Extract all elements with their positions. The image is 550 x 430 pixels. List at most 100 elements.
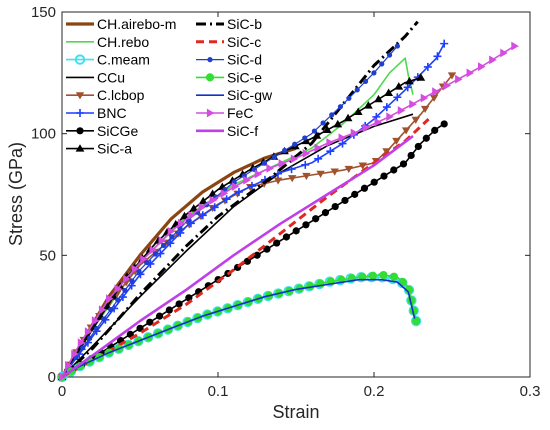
data-point [292,141,298,147]
data-point [146,318,154,326]
data-point [278,159,287,168]
data-point [412,316,421,326]
data-point [152,251,158,257]
data-point [144,259,150,266]
data-point [374,117,382,127]
data-point [106,294,114,304]
data-point [158,236,167,246]
data-point [416,73,426,81]
data-point [155,312,164,320]
series-sic-f [61,135,414,379]
data-point [447,72,457,80]
data-point [394,82,404,90]
data-point [326,138,334,147]
data-point [123,274,131,284]
series-sic-d [59,43,400,380]
data-point [241,173,247,179]
data-point [101,316,107,322]
data-point [180,211,189,220]
data-point [380,172,388,180]
legend-label: SiC-f [227,123,258,139]
data-point [354,87,360,93]
data-point [370,178,378,186]
data-point [423,62,432,71]
series-fec [58,41,519,382]
data-point [432,87,440,97]
legend-swatch-marker [74,54,86,65]
data-point [344,165,353,173]
x-tick-label: 0.2 [364,383,385,400]
data-point [281,147,288,154]
data-point [420,93,429,103]
data-point [122,287,128,294]
data-point [316,170,325,178]
data-point [271,154,278,160]
data-point [411,116,420,124]
data-point [371,70,377,76]
data-point [392,137,401,146]
legend-label: SiC-c [227,34,261,50]
data-point [136,268,142,274]
data-point [314,143,322,153]
data-point [243,175,251,185]
y-tick-label: 0 [48,369,56,386]
data-point [358,162,367,170]
data-point [333,119,343,128]
legend-label: SiCGe [97,123,138,139]
data-point [220,188,229,198]
data-point [231,182,240,191]
data-point [386,112,394,122]
data-point [210,203,219,212]
data-point [440,39,449,48]
legend-item-sic-a: SiC-a [66,141,132,157]
legend-item-ch-airebo-m: CH.airebo-m [66,16,176,32]
data-point [314,154,323,163]
data-point [338,139,347,148]
data-point [407,151,415,160]
data-point [302,135,308,141]
data-point [322,125,332,134]
data-point [386,52,393,58]
data-point [311,128,318,134]
axis-ticks: 0 0.1 0.2 0.3 0 50 100 150 [31,4,540,400]
legend-swatch-marker [207,57,213,63]
data-point [129,278,135,284]
data-point [186,219,195,228]
data-point [140,254,148,264]
data-point [351,190,359,198]
data-point [397,106,406,115]
data-point [188,210,196,220]
series-line-sic-b [60,20,419,379]
data-point [382,103,391,112]
data-point [302,172,311,181]
data-point [254,169,263,179]
legend-label: SiC-gw [227,87,273,103]
series-line-sic-gw [61,278,416,378]
data-point [399,160,408,168]
legend-item-sic-b: SiC-b [196,16,262,32]
legend-label: FeC [227,105,253,121]
data-point [338,133,347,143]
legend-item-sic-c: SiC-c [196,34,261,50]
legend-item-ccu: CCu [66,69,125,85]
data-point [312,131,322,139]
y-tick-label: 100 [31,126,56,143]
x-tick-label: 0 [58,383,66,400]
y-tick-label: 150 [31,4,56,21]
x-axis-label: Strain [272,402,319,422]
data-point [165,306,173,314]
series-sic-gw [61,278,416,378]
legend-label: SiC-d [227,52,262,68]
data-point [198,202,207,212]
legend-swatch-marker [76,127,84,135]
data-point [91,316,100,326]
data-point [86,335,93,341]
data-point [290,154,299,164]
legend-item-sic-gw: SiC-gw [196,87,273,103]
data-point [302,149,311,158]
data-point [363,101,373,109]
legend-label: C.lcbop [97,87,145,103]
y-tick-label: 50 [39,247,56,264]
data-point [167,226,176,236]
data-point [175,300,183,308]
